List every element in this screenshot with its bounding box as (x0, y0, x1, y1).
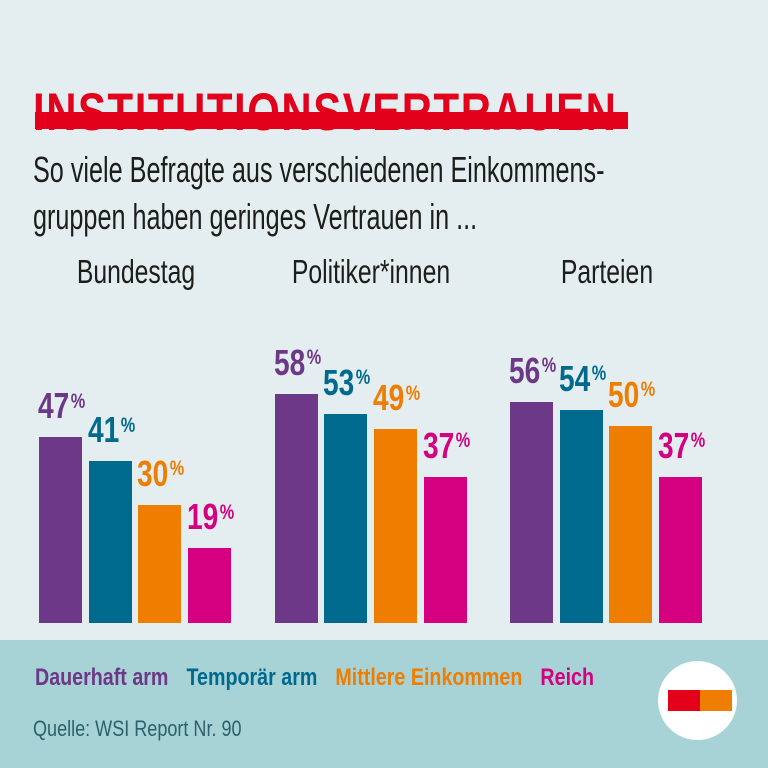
bar (609, 425, 653, 623)
subtitle: So viele Befragte aus verschiedenen Eink… (33, 146, 605, 240)
value-label: 50% (608, 373, 656, 415)
percent-sign: % (355, 366, 371, 390)
bar (188, 547, 232, 623)
legend-item: Mittlere Einkommen (335, 664, 523, 691)
value-label: 37% (658, 424, 706, 466)
logo-orange-block (700, 690, 732, 711)
percent-sign: % (690, 429, 706, 453)
bar (510, 401, 553, 623)
percent-sign: % (70, 389, 86, 413)
value-label: 49% (372, 377, 421, 419)
value-label: 47% (38, 385, 86, 427)
bar (324, 413, 368, 623)
percent-sign: % (405, 382, 421, 406)
bar (138, 504, 182, 623)
bar (39, 437, 82, 623)
bar (559, 409, 603, 623)
subtitle-line-2: gruppen haben geringes Vertrauen in ... (33, 196, 478, 237)
percent-sign: % (541, 354, 557, 378)
category-label: Parteien (560, 253, 653, 290)
percent-sign: % (120, 413, 135, 437)
bar (659, 476, 703, 623)
source-credit: Quelle: WSI Report Nr. 90 (33, 716, 242, 741)
publisher-logo-mark (668, 690, 732, 711)
percent-sign: % (591, 362, 606, 386)
value-label: 41% (87, 409, 135, 451)
category-label: Bundestag (76, 253, 195, 290)
bar (373, 429, 417, 623)
value-label: 54% (558, 357, 606, 399)
logo-red-block (668, 690, 700, 711)
value-label: 19% (187, 495, 235, 537)
bar (274, 393, 318, 623)
value-label: 37% (422, 424, 470, 466)
value-label: 58% (273, 341, 321, 383)
legend-item: Temporär arm (186, 664, 318, 691)
value-label: 30% (137, 452, 185, 494)
bar (423, 476, 467, 623)
percent-sign: % (306, 346, 321, 370)
title-underline-rule (35, 112, 628, 129)
chart-legend: Dauerhaft arm Temporär arm Mittlere Einkom… (35, 664, 594, 692)
value-label: 56% (509, 349, 557, 391)
publisher-logo (658, 661, 737, 740)
bar-chart: Bundestag 47% 41% 30% 19% Politiker*innen 58% 5… (38, 253, 706, 623)
category-label: Politiker*innen (291, 253, 451, 290)
value-label: 53% (323, 361, 371, 403)
percent-sign: % (455, 429, 470, 453)
percent-sign: % (641, 378, 656, 402)
footer-band: Dauerhaft arm Temporär arm Mittlere Einkom… (0, 640, 768, 768)
subtitle-line-1: So viele Befragte aus verschiedenen Eink… (33, 149, 605, 190)
legend-item: Reich (540, 664, 595, 691)
percent-sign: % (170, 457, 185, 481)
bar (88, 461, 132, 623)
legend-item: Dauerhaft arm (35, 664, 169, 691)
percent-sign: % (219, 500, 235, 524)
